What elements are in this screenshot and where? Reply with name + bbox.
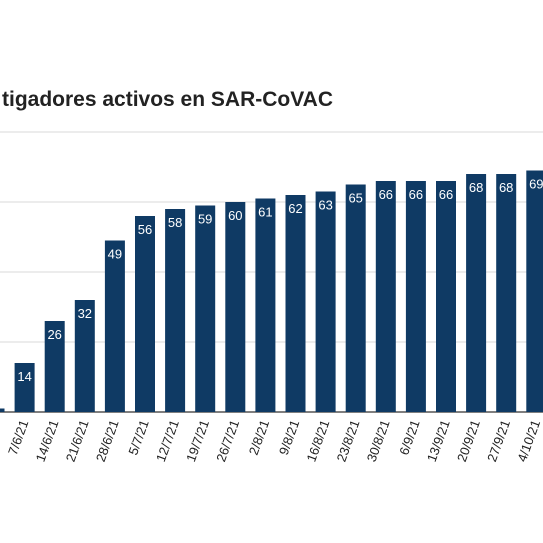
bar xyxy=(255,198,276,412)
bar xyxy=(165,209,186,412)
bar xyxy=(345,184,366,412)
x-tick-label: 26/7/21 xyxy=(213,418,242,464)
data-label: 65 xyxy=(348,191,362,206)
data-label: 66 xyxy=(379,187,393,202)
bar xyxy=(436,181,456,412)
data-label: 69 xyxy=(529,177,543,192)
x-tick-label: 30/8/21 xyxy=(364,418,393,464)
data-labels: 14 26 32 49 56 58 59 60 61 62 63 65 66 66 66 68 68 69 xyxy=(17,177,543,385)
x-tick-label: 20/9/21 xyxy=(454,418,483,464)
bar xyxy=(496,174,517,412)
bar xyxy=(0,408,5,412)
data-label: 60 xyxy=(228,208,242,223)
chart-title: tigadores activos en SAR-CoVAC xyxy=(2,88,333,111)
bar xyxy=(375,181,396,412)
data-label: 63 xyxy=(318,198,332,213)
bar xyxy=(74,300,95,412)
x-tick-label: 6/9/21 xyxy=(396,418,422,457)
bar xyxy=(135,216,155,412)
x-tick-label: 4/10/21 xyxy=(514,418,543,464)
bar xyxy=(14,363,35,412)
bar xyxy=(405,181,426,412)
data-label: 49 xyxy=(108,247,122,262)
x-tick-label: 14/6/21 xyxy=(33,418,62,464)
data-label: 32 xyxy=(78,306,92,321)
bar xyxy=(526,170,543,412)
x-tick-label: 27/9/21 xyxy=(484,418,513,464)
x-tick-label: 12/7/21 xyxy=(153,418,182,464)
data-label: 66 xyxy=(439,187,453,202)
x-tick-label: 28/6/21 xyxy=(93,418,122,464)
data-label: 66 xyxy=(409,187,423,202)
x-tick-label: 21/6/21 xyxy=(63,418,92,464)
data-label: 14 xyxy=(17,369,31,384)
x-tick-label: 9/8/21 xyxy=(276,418,302,457)
bar xyxy=(466,174,487,412)
bar xyxy=(104,240,125,412)
bar xyxy=(285,195,306,412)
data-label: 62 xyxy=(288,201,302,216)
data-label: 68 xyxy=(499,180,513,195)
x-tick-label: 19/7/21 xyxy=(183,418,212,464)
x-tick-label: 2/8/21 xyxy=(246,418,272,457)
bar xyxy=(225,202,246,412)
x-tick-labels: 7/6/21 14/6/21 21/6/21 28/6/21 5/7/21 12/7/21… xyxy=(5,418,543,464)
bars xyxy=(0,170,543,412)
data-label: 59 xyxy=(198,212,212,227)
bar xyxy=(195,205,216,412)
data-label: 68 xyxy=(469,180,483,195)
data-label: 58 xyxy=(168,215,182,230)
x-tick-label: 5/7/21 xyxy=(125,418,151,457)
x-tick-label: 23/8/21 xyxy=(334,418,363,464)
data-label: 26 xyxy=(47,327,61,342)
data-label: 56 xyxy=(138,222,152,237)
bar xyxy=(315,191,336,412)
x-tick-label: 16/8/21 xyxy=(303,418,332,464)
x-tick-label: 7/6/21 xyxy=(5,418,31,457)
data-label: 61 xyxy=(258,205,272,220)
x-tick-label: 13/9/21 xyxy=(424,418,453,464)
bar xyxy=(44,321,65,412)
